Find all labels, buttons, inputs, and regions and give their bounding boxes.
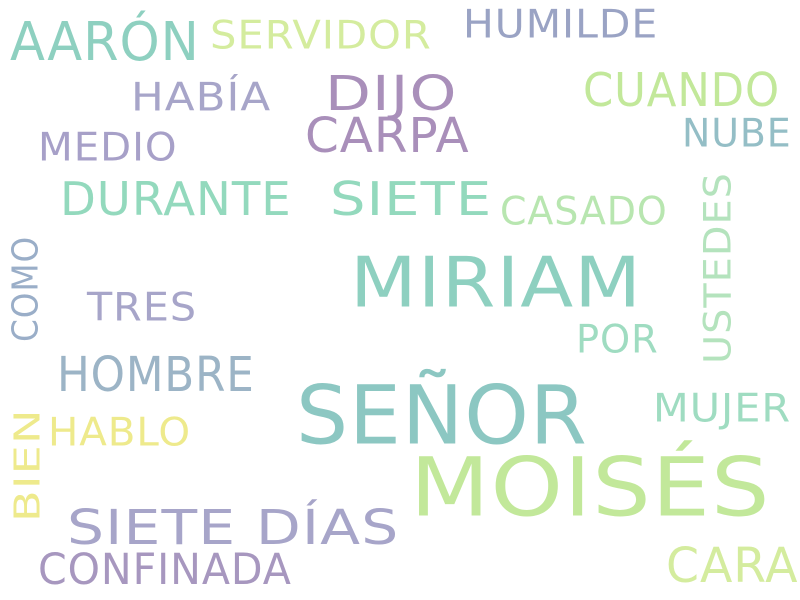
word-medio: MEDIO <box>38 124 178 170</box>
word-humilde: HUMILDE <box>463 1 659 48</box>
word-cuando: CUANDO <box>583 63 780 117</box>
word-moises: MOISÉS <box>410 439 771 535</box>
word-casado: CASADO <box>500 188 668 234</box>
word-carpa: CARPA <box>305 108 470 164</box>
word-hablo: HABLO <box>48 409 192 455</box>
word-por: POR <box>576 316 659 362</box>
word-dijo: DIJO <box>325 66 458 122</box>
word-senor: SEÑOR <box>296 367 588 463</box>
word-hombre: HOMBRE <box>57 347 255 403</box>
word-aaron: AARÓN <box>10 11 200 73</box>
word-siete-dias: SIETE DÍAS <box>67 500 400 556</box>
word-tres: TRES <box>87 284 198 330</box>
word-siete: SIETE <box>330 172 493 226</box>
word-ustedes: USTEDES <box>697 172 740 364</box>
word-habia: HABÍA <box>131 74 272 120</box>
word-cara: CARA <box>666 538 799 594</box>
word-nube: NUBE <box>682 110 792 156</box>
word-servidor: SERVIDOR <box>210 12 432 58</box>
word-durante: DURANTE <box>60 172 292 226</box>
word-mujer: MUJER <box>653 385 792 431</box>
word-confinada: CONFINADA <box>38 544 292 594</box>
word-bien: BIEN <box>7 408 48 522</box>
word-miriam: MIRIAM <box>350 241 643 323</box>
word-como: COMO <box>5 235 46 342</box>
